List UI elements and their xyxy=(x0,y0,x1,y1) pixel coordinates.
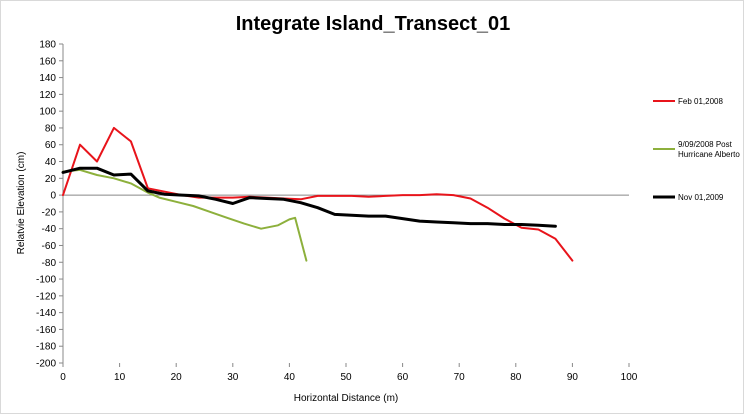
legend-label-2: Hurricane Alberto xyxy=(678,150,740,159)
y-tick-label: -40 xyxy=(42,224,57,235)
series-line-3 xyxy=(61,166,557,228)
y-tick-label: 120 xyxy=(39,90,56,101)
legend-label-2: 9/09/2008 Post xyxy=(678,140,733,149)
y-tick-label: -60 xyxy=(42,241,57,252)
x-tick-label: 0 xyxy=(60,372,66,383)
x-tick-label: 10 xyxy=(114,372,126,383)
y-tick-label: -200 xyxy=(36,359,56,370)
x-tick-label: 20 xyxy=(171,372,183,383)
x-tick-label: 30 xyxy=(227,372,239,383)
series-layer xyxy=(61,126,574,262)
legend-label-1: Feb 01,2008 xyxy=(678,97,723,106)
y-tick-label: 20 xyxy=(45,174,57,185)
series-line-2 xyxy=(62,168,308,262)
x-tick-label: 90 xyxy=(567,372,579,383)
y-tick-label: -140 xyxy=(36,308,56,319)
legend-label-3: Nov 01,2009 xyxy=(678,193,724,202)
axes: 180160140120100806040200-20-40-60-80-100… xyxy=(36,40,638,384)
y-tick-label: 140 xyxy=(39,73,56,84)
y-tick-label: -180 xyxy=(36,342,56,353)
x-axis-label: Horizontal Distance (m) xyxy=(294,393,398,404)
x-tick-label: 70 xyxy=(454,372,466,383)
y-tick-label: 60 xyxy=(45,140,57,151)
y-tick-label: 180 xyxy=(39,40,56,51)
y-tick-label: 40 xyxy=(45,157,57,168)
y-tick-label: -20 xyxy=(42,207,57,218)
y-tick-label: -100 xyxy=(36,275,56,286)
y-tick-label: 0 xyxy=(50,191,56,202)
y-tick-label: 100 xyxy=(39,107,56,118)
y-tick-label: 160 xyxy=(39,56,56,67)
y-axis-label: Relatvie Elevation (cm) xyxy=(16,152,27,255)
y-tick-label: -120 xyxy=(36,291,56,302)
y-tick-label: -80 xyxy=(42,258,57,269)
x-tick-label: 80 xyxy=(510,372,522,383)
x-tick-label: 40 xyxy=(284,372,296,383)
x-tick-label: 100 xyxy=(621,372,638,383)
series-line-1 xyxy=(62,126,574,262)
chart-title: Integrate Island_Transect_01 xyxy=(236,13,511,35)
y-tick-label: -160 xyxy=(36,325,56,336)
x-tick-label: 50 xyxy=(340,372,352,383)
y-tick-label: 80 xyxy=(45,123,57,134)
x-tick-label: 60 xyxy=(397,372,409,383)
